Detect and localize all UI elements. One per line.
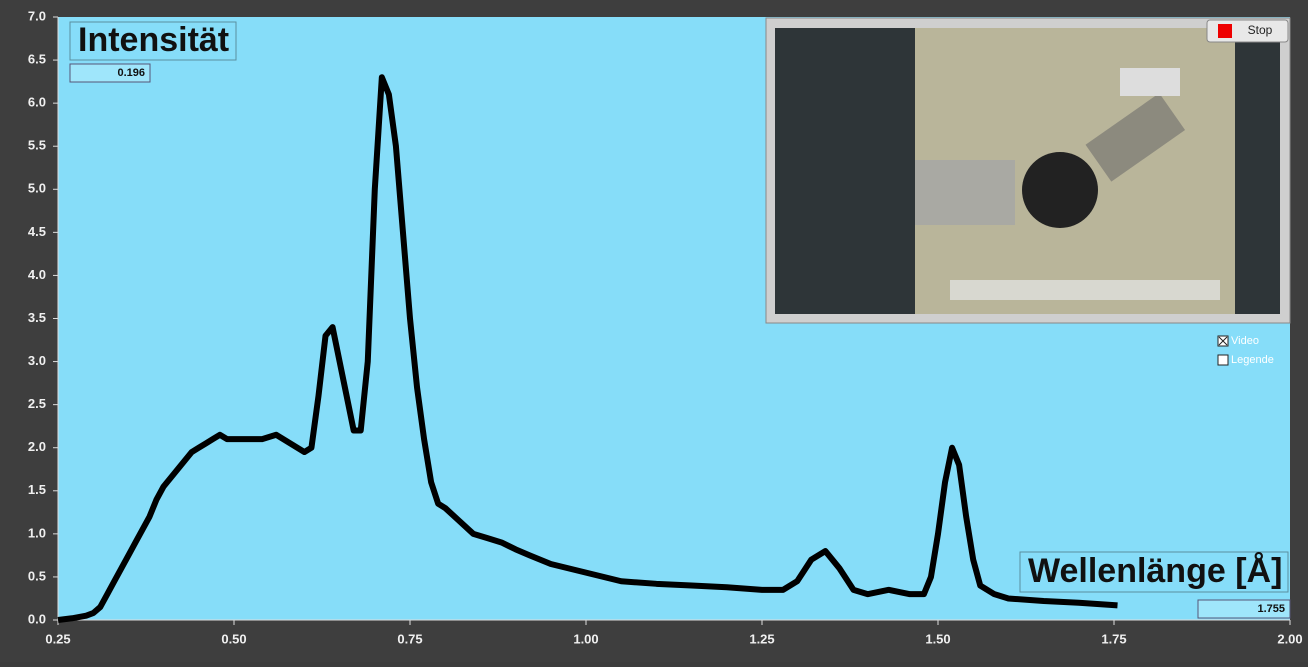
video-image-rail <box>950 280 1220 300</box>
intensity-readout: 0.196 <box>117 67 145 79</box>
y-axis-label: Intensität <box>78 21 229 59</box>
y-tick-label: 3.0 <box>28 353 46 368</box>
video-panel <box>766 18 1290 323</box>
stop-icon <box>1218 24 1232 38</box>
wavelength-readout: 1.755 <box>1257 603 1285 615</box>
video-image-target <box>1022 152 1098 228</box>
y-tick-label: 6.5 <box>28 52 46 67</box>
video-image-tube <box>915 160 1015 225</box>
x-axis-label: Wellenlänge [Å] <box>1028 552 1282 590</box>
y-tick-label: 5.0 <box>28 181 46 196</box>
video-image-plate <box>1120 68 1180 96</box>
x-tick-label: 0.25 <box>45 631 70 646</box>
y-tick-label: 4.0 <box>28 267 46 282</box>
x-tick-label: 1.75 <box>1101 631 1126 646</box>
x-tick-label: 1.25 <box>749 631 774 646</box>
stop-button[interactable]: Stop <box>1207 20 1288 42</box>
x-tick-label: 2.00 <box>1277 631 1302 646</box>
checkbox[interactable] <box>1218 355 1228 365</box>
y-tick-label: 6.0 <box>28 95 46 110</box>
y-tick-label: 2.5 <box>28 396 46 411</box>
stop-label[interactable]: Stop <box>1248 23 1273 37</box>
x-tick-label: 0.50 <box>221 631 246 646</box>
y-tick-label: 2.0 <box>28 439 46 454</box>
x-tick-label: 1.00 <box>573 631 598 646</box>
y-tick-label: 4.5 <box>28 224 46 239</box>
y-tick-label: 1.0 <box>28 525 46 540</box>
app-window: 0.0 0.5 1.0 1.5 2.0 2.5 3.0 3.5 4.0 4.5 5.0 5.5 6.0 6… <box>0 0 1308 662</box>
checkbox-label[interactable]: Video <box>1231 335 1259 347</box>
y-tick-label: 3.5 <box>28 310 46 325</box>
y-tick-label: 0.5 <box>28 568 46 583</box>
y-tick-label: 5.5 <box>28 138 46 153</box>
y-tick-label: 1.5 <box>28 482 46 497</box>
y-tick-label: 0.0 <box>28 611 46 626</box>
checkbox-label[interactable]: Legende <box>1231 354 1274 366</box>
y-tick-label: 7.0 <box>28 8 46 23</box>
x-tick-label: 1.50 <box>925 631 950 646</box>
x-tick-label: 0.75 <box>397 631 422 646</box>
